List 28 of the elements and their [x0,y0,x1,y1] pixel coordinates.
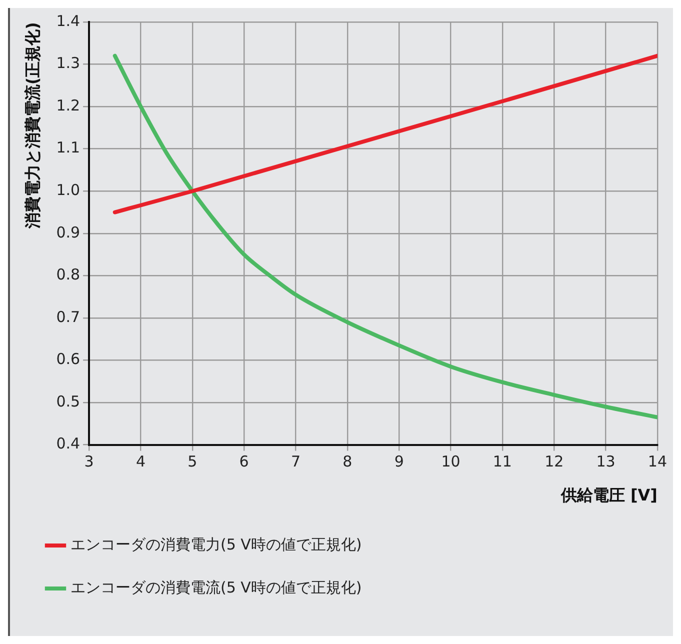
y-tick-label: 1.0 [56,181,80,200]
y-axis-title: 消費電力と消費電流(正規化) [22,22,42,230]
legend-label: エンコーダの消費電流(5 V時の値で正規化) [70,578,362,596]
x-tick-label: 4 [136,452,146,471]
y-tick-label: 0.8 [56,266,80,284]
y-tick-label: 1.1 [56,138,80,157]
x-tick-label: 13 [596,452,616,471]
legend-label: エンコーダの消費電力(5 V時の値で正規化) [70,535,362,554]
x-tick-label: 14 [648,452,668,471]
y-tick-label: 0.5 [56,392,80,410]
x-tick-label: 5 [188,452,198,471]
y-tick-label: 1.3 [56,54,80,72]
x-tick-label: 11 [492,452,512,471]
y-tick-label: 1.4 [56,12,80,30]
x-tick-label: 12 [544,452,564,471]
x-tick-label: 3 [84,452,94,471]
y-tick-label: 0.9 [56,223,80,242]
x-tick-label: 6 [239,452,249,471]
y-tick-label: 1.2 [56,96,80,114]
line-series [112,54,658,420]
x-tick-label: 7 [290,452,301,471]
y-tick-label: 0.7 [56,308,80,326]
x-axis-title: 供給電圧 [V] [560,486,658,505]
x-tick-label: 8 [342,452,352,471]
y-tick-label: 0.6 [56,350,80,368]
x-tick-label: 9 [394,452,404,471]
x-tick-label: 10 [441,452,460,471]
y-tick-label: 0.4 [56,434,80,453]
